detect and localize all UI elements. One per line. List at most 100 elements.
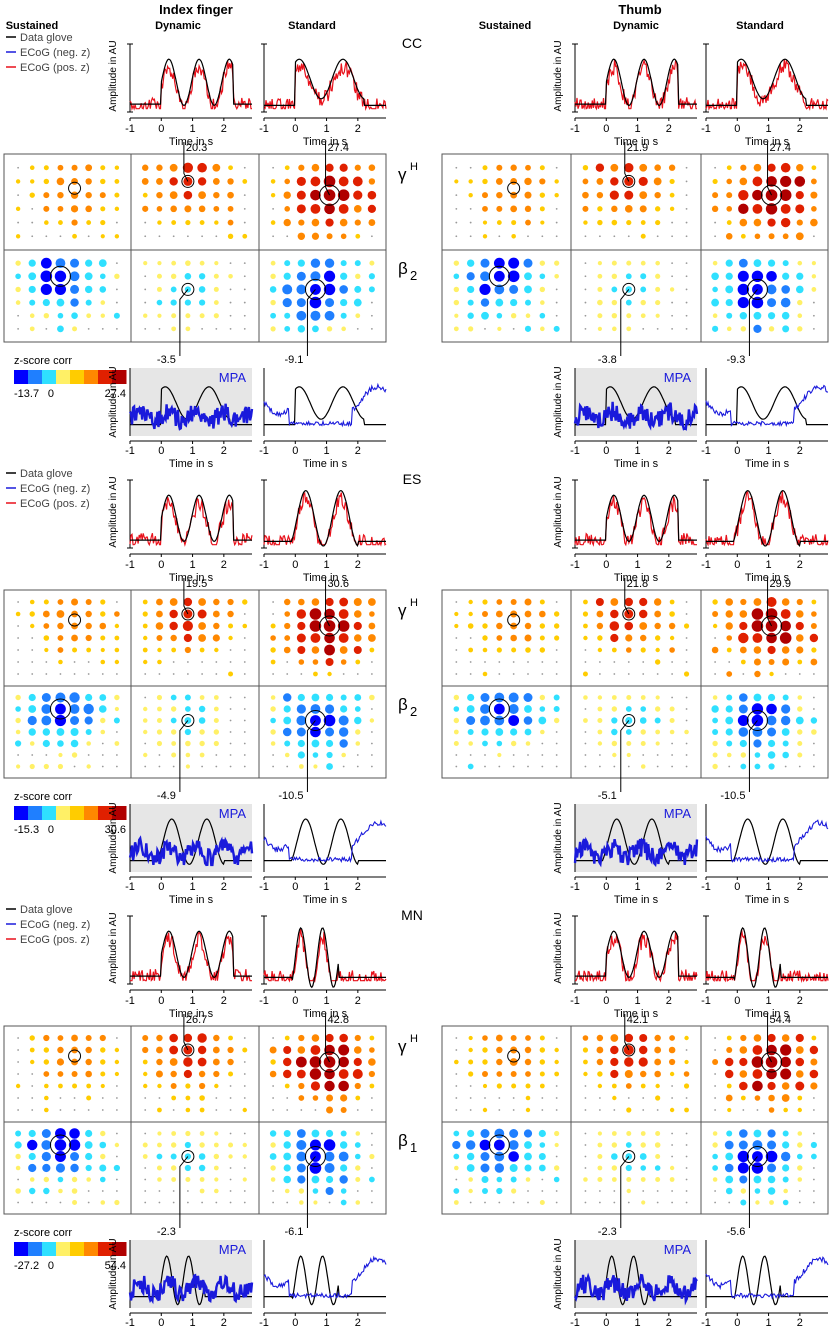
electrode [70, 716, 80, 725]
electrode [712, 740, 718, 747]
electrode-empty [714, 1073, 717, 1075]
electrode-empty [144, 696, 147, 699]
electrode [298, 764, 304, 769]
electrode [199, 729, 205, 735]
electrode [354, 285, 362, 293]
electrode-empty [17, 1061, 20, 1063]
electrode [296, 1140, 307, 1150]
electrode [40, 283, 52, 296]
electrode [482, 1071, 488, 1077]
electrode [782, 260, 789, 267]
electrode [639, 622, 648, 630]
x-axis-title: Time in s [303, 894, 348, 906]
electrode [524, 634, 532, 642]
header-dynamic-left: Dynamic [155, 20, 201, 32]
electrode [624, 597, 633, 607]
electrode-empty [186, 1190, 189, 1192]
electrode [766, 1068, 777, 1080]
x-tick-label: 0 [158, 881, 164, 893]
electrode [113, 717, 120, 724]
electrode [169, 163, 178, 172]
electrode-empty [685, 235, 688, 238]
electrode-empty [172, 765, 175, 768]
electrode [525, 1095, 531, 1101]
electrode [810, 1153, 817, 1160]
electrode [199, 752, 205, 758]
electrode [298, 659, 305, 665]
electrode-empty [656, 765, 659, 768]
electrode [171, 313, 177, 319]
electrode [270, 729, 276, 735]
callout-line [306, 720, 316, 792]
electrode-empty [598, 1097, 601, 1099]
electrode [70, 1163, 79, 1173]
electrode [453, 741, 459, 746]
electrode [156, 598, 163, 606]
electrode [737, 1162, 749, 1174]
electrode [199, 647, 205, 653]
electrode-empty [17, 625, 20, 627]
electrode [338, 1056, 349, 1068]
electrode-empty [714, 235, 717, 238]
electrode [57, 191, 64, 199]
peak-electrode-marker [319, 184, 341, 206]
electrode-empty [272, 1190, 275, 1192]
electrode [480, 258, 490, 268]
electrode [41, 704, 52, 714]
electrode-empty [17, 194, 20, 197]
electrode [184, 1141, 191, 1149]
callout-value: -10.5 [720, 790, 745, 802]
electrode-empty [484, 754, 486, 756]
electrode [71, 164, 78, 171]
electrode [655, 1131, 661, 1136]
callout-line [767, 578, 773, 627]
ecog-neg-series [263, 1255, 387, 1300]
electrode [712, 192, 719, 199]
electrode [753, 739, 762, 748]
electrode [669, 1177, 675, 1182]
electrode [467, 285, 475, 294]
electrode-empty [144, 1167, 147, 1169]
electrode-empty [627, 765, 630, 768]
electrode [199, 740, 205, 747]
electrode-empty [527, 661, 529, 663]
electrode [669, 1035, 676, 1041]
electrode [496, 622, 503, 630]
electrode [311, 218, 320, 227]
electrode-empty [756, 1109, 759, 1111]
electrode-empty [144, 221, 147, 224]
electrode [582, 178, 589, 185]
electrode-empty [229, 301, 232, 304]
electrode [596, 178, 604, 185]
electrode [597, 635, 603, 641]
colorbar-segment [70, 1242, 85, 1256]
electrode [213, 1142, 219, 1148]
electrode [811, 599, 817, 605]
electrode-empty [101, 1109, 104, 1111]
x-tick-label: 2 [666, 445, 672, 457]
colorbar-segment [112, 370, 127, 384]
electrode [156, 1165, 162, 1171]
electrode [157, 313, 162, 318]
electrode-empty [370, 314, 373, 317]
data-glove-series [706, 926, 828, 989]
electrode-empty [455, 1178, 458, 1181]
electrode [284, 752, 290, 758]
electrode [539, 623, 546, 629]
electrode [368, 178, 376, 185]
electrode [539, 260, 546, 266]
electrode-empty [370, 301, 373, 304]
electrode [553, 623, 560, 629]
grid-outline [441, 589, 829, 779]
electrode [71, 1071, 78, 1077]
electrode-empty [158, 1201, 161, 1204]
ecog-pos-series [263, 928, 387, 983]
electrode [100, 219, 106, 226]
electrode [795, 1033, 804, 1043]
electrode [655, 1154, 661, 1159]
electrode [683, 1071, 690, 1077]
electrode [313, 764, 318, 769]
electrode [44, 1083, 49, 1089]
